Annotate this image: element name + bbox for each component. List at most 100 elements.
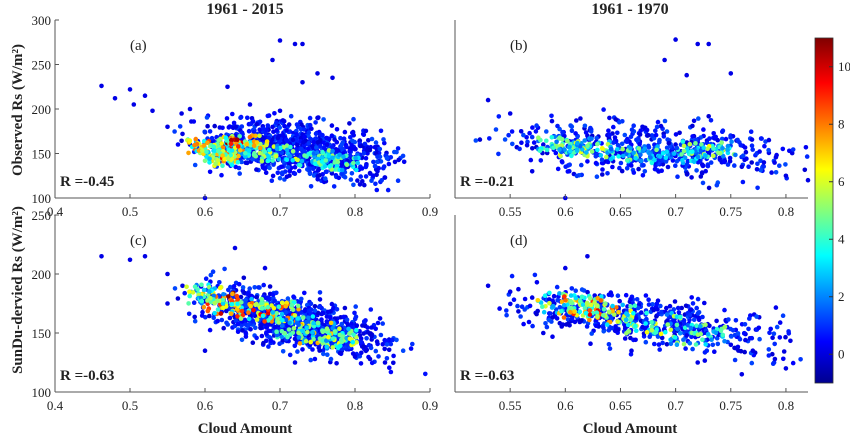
density-point <box>614 305 619 310</box>
density-point <box>698 324 703 329</box>
density-point <box>601 307 607 312</box>
density-point <box>212 148 217 154</box>
scatter-point <box>611 140 616 145</box>
density-point <box>674 314 680 320</box>
scatter-point <box>231 284 237 289</box>
density-point <box>573 295 579 301</box>
scatter-point <box>292 360 298 365</box>
scatter-point <box>664 305 669 311</box>
scatter-point <box>477 137 483 142</box>
scatter-point <box>766 137 772 143</box>
scatter-point <box>548 311 553 316</box>
y-tick-label: 300 <box>32 13 52 28</box>
colorbar-ticks: 0 2 4 6 8 10 <box>829 59 850 361</box>
scatter-point <box>521 132 526 138</box>
scatter-point <box>750 147 755 152</box>
density-point <box>238 316 244 321</box>
scatter-point <box>749 137 755 142</box>
scatter-point <box>762 143 767 149</box>
density-point <box>270 310 276 315</box>
density-point <box>295 303 301 309</box>
scatter-point <box>308 357 314 363</box>
scatter-point <box>312 356 318 362</box>
scatter-point <box>224 308 229 314</box>
scatter-point <box>585 253 590 259</box>
scatter-point <box>381 165 386 171</box>
scatter-point <box>665 164 671 170</box>
density-point <box>561 302 567 308</box>
scatter-point <box>217 125 223 130</box>
scatter-point <box>243 330 248 336</box>
scatter-point <box>639 310 644 315</box>
scatter-point <box>187 106 193 112</box>
scatter-point <box>522 296 528 302</box>
scatter-point <box>732 357 738 363</box>
density-point <box>302 153 307 158</box>
scatter-point <box>316 304 322 310</box>
scatter-point <box>737 336 743 342</box>
scatter-point <box>508 301 513 307</box>
r-value-label: R =-0.63 <box>60 368 114 384</box>
scatter-point <box>246 322 252 328</box>
scatter-point <box>601 325 606 331</box>
density-point <box>296 322 301 328</box>
density-point <box>289 315 295 321</box>
scatter-point <box>240 285 246 290</box>
scatter-point <box>693 137 699 143</box>
density-point <box>664 312 670 317</box>
scatter-point <box>334 361 339 366</box>
y-tick-label: 100 <box>32 385 52 400</box>
density-point <box>192 142 197 148</box>
scatter-point <box>662 118 668 124</box>
scatter-point <box>600 172 605 177</box>
scatter-point <box>706 114 711 119</box>
density-point <box>677 331 683 336</box>
scatter-point <box>642 169 648 174</box>
density-point <box>335 159 341 165</box>
scatter-point <box>248 327 253 332</box>
density-point <box>299 158 305 164</box>
density-point <box>212 310 217 316</box>
density-point <box>208 299 214 305</box>
scatter-point <box>364 336 369 341</box>
density-point <box>205 140 210 146</box>
scatter-point <box>250 118 256 124</box>
density-point <box>313 161 318 167</box>
density-point <box>230 291 235 297</box>
scatter-point <box>518 314 523 319</box>
scatter-point <box>236 281 242 287</box>
scatter-point <box>358 361 364 366</box>
scatter-point <box>333 147 339 152</box>
scatter-point <box>547 297 552 302</box>
scatter-point <box>754 314 759 319</box>
scatter-point <box>342 305 348 311</box>
scatter-point <box>339 321 345 327</box>
scatter-point <box>708 160 714 165</box>
density-point <box>665 322 670 327</box>
density-point <box>222 156 227 162</box>
scatter-point <box>359 350 364 356</box>
scatter-point <box>565 169 571 174</box>
density-point <box>216 138 221 143</box>
scatter-point <box>287 352 293 358</box>
scatter-point <box>783 334 788 340</box>
density-point <box>310 314 316 319</box>
scatter-point <box>687 312 693 318</box>
scatter-point <box>607 115 612 121</box>
scatter-point <box>549 113 554 119</box>
scatter-point <box>551 293 557 299</box>
scatter-point <box>528 157 534 163</box>
density-point <box>568 293 574 298</box>
scatter-point <box>227 124 232 129</box>
scatter-point <box>324 314 330 319</box>
scatter-point <box>715 341 721 347</box>
density-point <box>279 334 285 340</box>
density-point <box>604 154 609 160</box>
x-tick-label: 0.65 <box>609 398 632 413</box>
scatter-point <box>534 280 540 285</box>
scatter-point <box>777 163 782 168</box>
scatter-points <box>99 245 428 377</box>
scatter-point <box>274 290 279 296</box>
scatter-point <box>652 166 658 172</box>
density-point <box>632 303 638 309</box>
